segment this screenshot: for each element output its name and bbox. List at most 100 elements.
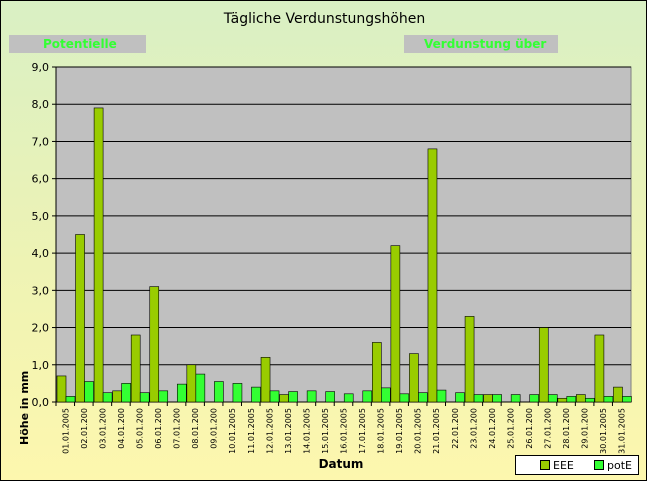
x-tick-label: 08.01.200 [191, 408, 200, 449]
x-tick-label: 26.01.200 [525, 408, 534, 449]
x-tick-label: 17.01.2005 [358, 408, 367, 454]
bar-pote [399, 393, 410, 403]
bar-pote [102, 392, 113, 403]
bar-eee [464, 316, 475, 403]
bar-pote [65, 396, 76, 403]
x-tick-label: 04.01.200 [117, 408, 126, 449]
x-tick-label: 01.01.2005 [61, 408, 70, 454]
bar-eee [186, 364, 197, 403]
bar-eee [594, 334, 605, 403]
bar-eee [260, 357, 271, 403]
y-tick-label: 0,0 [32, 396, 50, 409]
x-tick-label: 09.01.200 [210, 408, 219, 449]
bar-pote [381, 387, 391, 403]
bar-pote [473, 394, 484, 403]
chart-title: Tägliche Verdunstungshöhen [223, 11, 426, 27]
y-tick-label: 2,0 [32, 322, 50, 335]
y-tick-label: 9,0 [32, 61, 50, 74]
y-tick-label: 3,0 [32, 284, 50, 297]
x-tick-label: 11.01.2005 [247, 408, 256, 454]
x-tick-label: 21.01.2005 [432, 408, 441, 454]
x-tick-label: 02.01.200 [80, 408, 89, 449]
x-tick-label: 29.01.200 [581, 408, 590, 449]
bar-pote [510, 394, 521, 403]
bar-eee [557, 397, 568, 403]
bar-eee [427, 148, 438, 403]
bar-pote [214, 381, 224, 403]
x-tick-label: 14.01.2005 [302, 408, 311, 454]
x-tick-label: 19.01.2005 [395, 408, 404, 454]
x-tick-label: 25.01.200 [506, 408, 515, 449]
legend-swatch-pote [594, 460, 604, 470]
y-axis-label: Höhe in mm [18, 370, 31, 445]
bar-eee [576, 394, 586, 403]
bar-pote [84, 381, 94, 403]
bar-eee [93, 107, 104, 403]
y-tick-label: 1,0 [32, 359, 50, 372]
x-tick-label: 24.01.200 [488, 408, 497, 449]
x-tick-label: 28.01.200 [562, 408, 571, 449]
bar-eee [538, 327, 549, 403]
bar-pote [269, 390, 280, 403]
bar-eee [279, 394, 289, 403]
x-tick-label: 27.01.200 [544, 408, 553, 449]
bar-pote [288, 391, 298, 403]
x-tick-label: 31.01.2005 [618, 408, 627, 454]
bar-pote [195, 373, 206, 403]
bar-pote [343, 393, 354, 403]
bar-pote [418, 392, 428, 403]
bar-pote [622, 396, 632, 403]
bar-pote [121, 383, 131, 403]
banner-left: Potentielle [9, 35, 146, 53]
x-tick-label: 13.01.2005 [284, 408, 293, 454]
bar-pote [455, 392, 465, 403]
bar-eee [149, 286, 160, 403]
bar-pote [251, 386, 261, 403]
bar-pote [306, 390, 317, 403]
bar-pote [547, 394, 558, 403]
bar-pote [139, 392, 150, 403]
bar-pote [158, 390, 169, 403]
x-axis-label: Datum [318, 457, 364, 471]
y-tick-label: 7,0 [32, 135, 50, 148]
legend-swatch-eee [540, 460, 550, 470]
x-tick-label: 07.01.200 [173, 408, 182, 449]
x-tick-label: 30.01.2005 [599, 408, 608, 454]
bar-eee [483, 394, 493, 403]
x-tick-label: 22.01.200 [451, 408, 460, 449]
y-tick-label: 8,0 [32, 98, 50, 111]
bar-pote [603, 396, 614, 403]
x-tick-label: 20.01.2005 [414, 408, 423, 454]
x-tick-label: 05.01.200 [135, 408, 144, 449]
x-tick-label: 06.01.200 [154, 408, 163, 449]
bar-eee [56, 375, 67, 403]
x-tick-label: 03.01.200 [98, 408, 107, 449]
legend-label-pote: potE [607, 459, 632, 472]
bar-pote [492, 394, 502, 403]
bar-eee [75, 234, 85, 403]
bar-eee [613, 386, 623, 403]
y-axis-label-wrap: Höhe in mm [9, 211, 31, 445]
bar-eee [409, 353, 419, 403]
x-tick-label: 18.01.2005 [377, 408, 386, 454]
y-tick-label: 4,0 [32, 247, 50, 260]
legend: EEE potE [515, 455, 639, 475]
bar-eee [372, 342, 382, 403]
y-tick-label: 5,0 [32, 210, 50, 223]
bar-pote [176, 383, 187, 403]
x-tick-label: 16.01.2005 [340, 408, 349, 454]
bar-pote [362, 390, 373, 403]
bar-pote [436, 389, 447, 403]
x-tick-label: 12.01.2005 [265, 408, 274, 454]
bar-eee [390, 245, 401, 403]
banner-right: Verdunstung über [404, 35, 558, 53]
bar-eee [130, 334, 141, 403]
x-tick-label: 15.01.2005 [321, 408, 330, 454]
bar-pote [325, 391, 335, 403]
bar-pote [232, 383, 243, 403]
x-tick-label: 10.01.2005 [228, 408, 237, 454]
legend-label-eee: EEE [553, 459, 574, 472]
bar-pote [585, 397, 595, 403]
